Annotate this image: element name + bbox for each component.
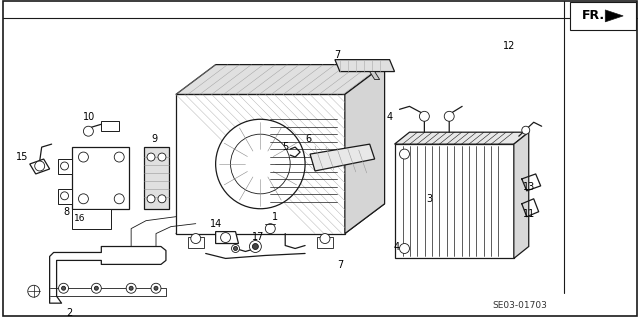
Circle shape [158, 195, 166, 203]
Polygon shape [345, 65, 385, 234]
Circle shape [444, 111, 454, 121]
Circle shape [94, 286, 99, 290]
Bar [570, 2, 636, 30]
Polygon shape [58, 159, 72, 174]
Circle shape [115, 152, 124, 162]
Circle shape [230, 134, 290, 194]
Text: 7: 7 [334, 50, 340, 60]
Polygon shape [394, 144, 514, 258]
Text: FR.: FR. [581, 9, 605, 22]
Circle shape [522, 126, 530, 134]
Circle shape [79, 194, 88, 204]
Circle shape [399, 149, 410, 159]
Polygon shape [335, 60, 394, 71]
Polygon shape [310, 144, 374, 171]
Polygon shape [605, 10, 623, 22]
Polygon shape [176, 204, 385, 234]
Circle shape [59, 283, 68, 293]
Circle shape [83, 126, 93, 136]
Circle shape [191, 234, 201, 243]
Circle shape [79, 152, 88, 162]
Circle shape [28, 285, 40, 297]
Text: 10: 10 [83, 112, 95, 122]
Text: 8: 8 [63, 207, 70, 217]
Polygon shape [176, 94, 345, 234]
Text: 12: 12 [502, 41, 515, 51]
Circle shape [216, 119, 305, 209]
Circle shape [35, 161, 45, 171]
Polygon shape [370, 71, 380, 79]
Polygon shape [216, 232, 239, 243]
Circle shape [92, 283, 101, 293]
Text: 15: 15 [15, 152, 28, 162]
Text: 4: 4 [387, 112, 393, 122]
Circle shape [61, 192, 68, 200]
Circle shape [320, 234, 330, 243]
Polygon shape [101, 121, 119, 131]
Circle shape [154, 286, 158, 290]
Polygon shape [514, 132, 529, 258]
Circle shape [147, 195, 155, 203]
Polygon shape [144, 147, 169, 209]
Circle shape [129, 286, 133, 290]
Bar [188, 237, 204, 249]
Circle shape [419, 111, 429, 121]
Circle shape [234, 247, 237, 250]
Polygon shape [72, 209, 111, 229]
Text: 16: 16 [74, 214, 85, 223]
Circle shape [266, 224, 275, 234]
Text: 13: 13 [523, 182, 535, 192]
Polygon shape [176, 65, 385, 94]
Circle shape [232, 245, 239, 252]
Circle shape [61, 162, 68, 170]
Circle shape [221, 233, 230, 242]
Circle shape [126, 283, 136, 293]
Polygon shape [29, 159, 50, 174]
Circle shape [147, 153, 155, 161]
Text: 1: 1 [272, 212, 278, 222]
Circle shape [115, 194, 124, 204]
Text: 14: 14 [209, 219, 221, 229]
Circle shape [151, 283, 161, 293]
Polygon shape [72, 147, 129, 209]
Text: 6: 6 [305, 134, 311, 144]
Text: SE03-01703: SE03-01703 [492, 300, 547, 310]
Text: 4: 4 [394, 241, 399, 251]
Circle shape [399, 243, 410, 254]
Circle shape [250, 241, 261, 252]
Text: 9: 9 [151, 134, 157, 144]
Text: 5: 5 [282, 142, 289, 152]
Text: 7: 7 [337, 260, 343, 271]
Polygon shape [58, 189, 72, 204]
Text: 3: 3 [426, 194, 433, 204]
Polygon shape [394, 132, 529, 144]
Bar [317, 237, 333, 249]
Text: 17: 17 [252, 232, 264, 241]
Circle shape [252, 243, 259, 249]
Circle shape [158, 153, 166, 161]
Circle shape [61, 286, 65, 290]
Text: 11: 11 [523, 209, 535, 219]
Text: 2: 2 [67, 308, 73, 318]
